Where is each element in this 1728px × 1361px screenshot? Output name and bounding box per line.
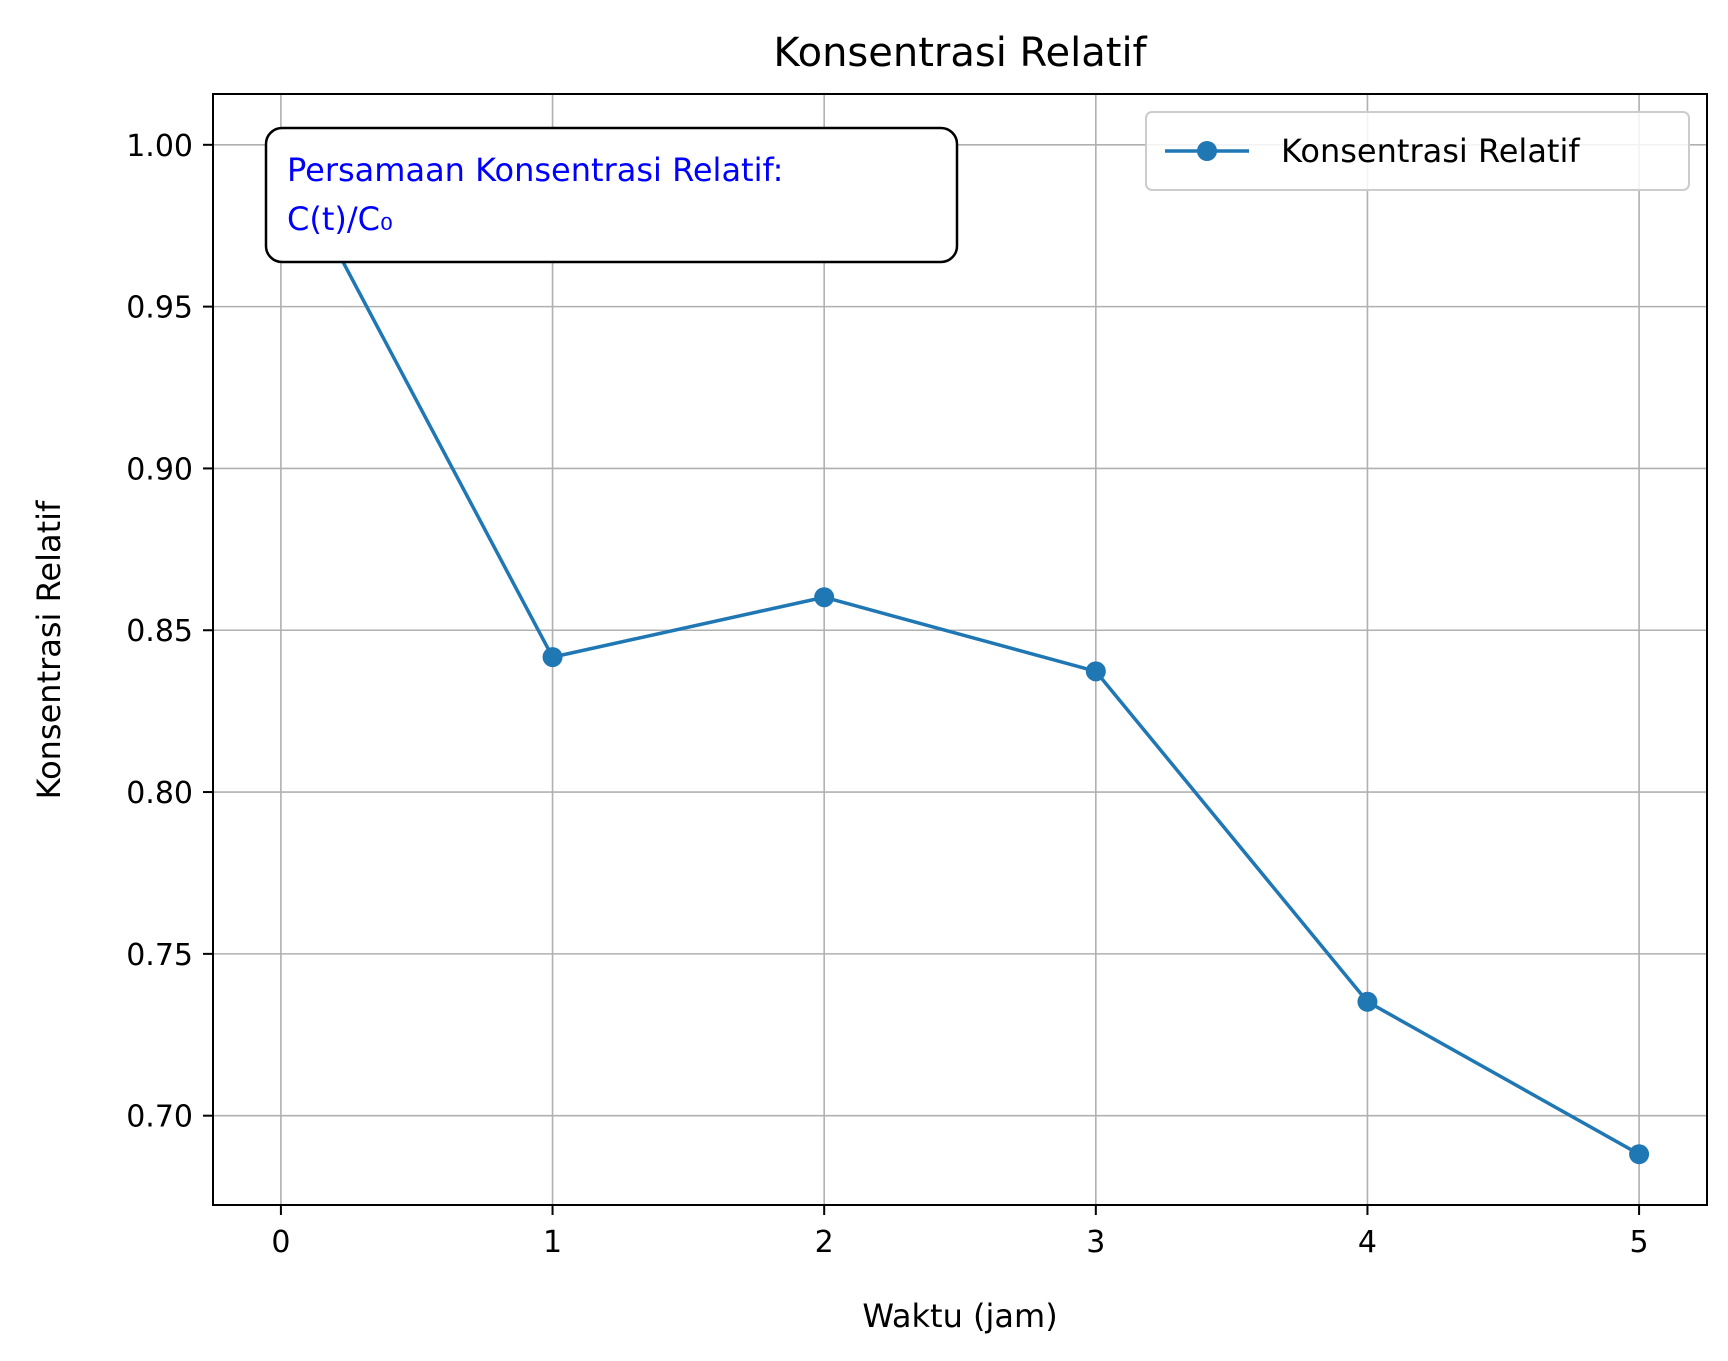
- y-tick-label: 0.95: [126, 291, 193, 326]
- x-tick-label: 5: [1630, 1225, 1649, 1260]
- legend-marker-swatch: [1197, 141, 1217, 161]
- data-point: [1085, 661, 1106, 682]
- data-point: [542, 647, 563, 668]
- legend: Konsentrasi Relatif: [1145, 111, 1690, 191]
- data-point: [814, 587, 835, 608]
- ticks: 0 1 2 3 4 5 0.70 0.75 0.80 0.85 0.90 0.95 1.00: [126, 129, 1648, 1260]
- annotation-box: Persamaan Konsentrasi Relatif: C(t)/C₀: [264, 126, 959, 264]
- y-tick-label: 0.85: [126, 614, 193, 649]
- y-tick-label: 0.70: [126, 1100, 193, 1135]
- y-axis-label: Konsentrasi Relatif: [30, 500, 68, 799]
- plot-frame: [212, 93, 1708, 1206]
- annotation-line-2: C(t)/C₀: [287, 200, 393, 238]
- y-tick-label: 1.00: [126, 129, 193, 164]
- x-tick-label: 4: [1358, 1225, 1377, 1260]
- chart-title: Konsentrasi Relatif: [773, 30, 1147, 76]
- x-tick-label: 3: [1086, 1225, 1105, 1260]
- x-tick-label: 0: [271, 1225, 290, 1260]
- x-axis-label: Waktu (jam): [862, 1297, 1057, 1335]
- legend-frame: [1145, 111, 1690, 191]
- data-point: [1357, 991, 1378, 1012]
- legend-label: Konsentrasi Relatif: [1281, 132, 1580, 170]
- y-tick-label: 0.75: [126, 938, 193, 973]
- series-line: [279, 143, 1640, 1156]
- x-tick-label: 2: [815, 1225, 834, 1260]
- x-tick-label: 1: [543, 1225, 562, 1260]
- y-tick-label: 0.80: [126, 776, 193, 811]
- annotation-frame: [264, 126, 959, 264]
- annotation-line-1: Persamaan Konsentrasi Relatif:: [287, 151, 783, 189]
- y-tick-label: 0.90: [126, 452, 193, 487]
- data-point: [1629, 1144, 1650, 1165]
